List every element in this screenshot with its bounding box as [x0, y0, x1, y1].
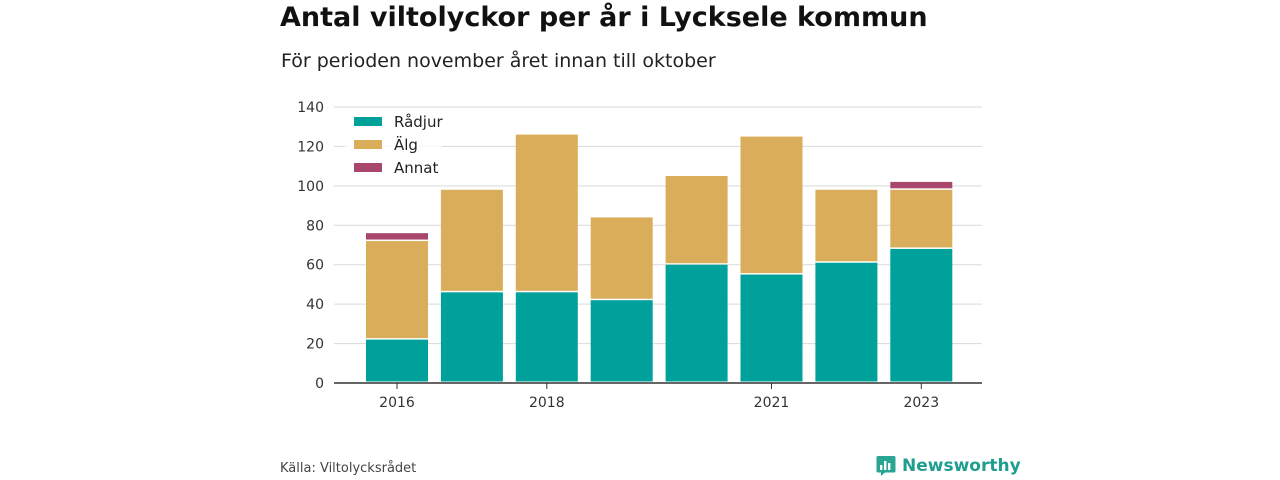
legend-label: Annat [394, 159, 438, 177]
chart-bubble-icon [876, 456, 896, 476]
y-tick-label: 40 [306, 297, 324, 313]
legend-swatch [354, 140, 382, 149]
y-tick-label: 60 [306, 258, 324, 274]
bar-segment-älg [590, 217, 653, 299]
bar-segment-annat [366, 233, 428, 240]
legend-label: Älg [394, 135, 418, 154]
bars [366, 134, 953, 382]
y-tick-label: 20 [306, 337, 324, 353]
chart-subtitle: För perioden november året innan till ok… [281, 50, 716, 72]
stacked-bar-chart: 0 20 40 60 80 100 120 140 2016 2018 2021 2023 Rådj… [297, 100, 982, 411]
x-tick-label: 2018 [529, 395, 565, 411]
bar-segment-annat [890, 181, 953, 189]
y-tick-label: 120 [297, 139, 324, 155]
bar-segment-älg [366, 241, 428, 339]
bar-segment-rådjur [366, 339, 428, 382]
y-tick-label: 100 [297, 179, 324, 195]
bar-segment-älg [665, 176, 728, 264]
brand-name: Newsworthy [902, 456, 1021, 476]
bar-segment-rådjur [590, 300, 653, 382]
legend-swatch [354, 163, 382, 172]
source-note: Källa: Viltolycksrådet [280, 461, 417, 476]
x-tick-label: 2021 [754, 395, 790, 411]
x-tick-label: 2016 [379, 395, 415, 411]
bar-segment-älg [440, 189, 503, 291]
bar-segment-älg [890, 189, 953, 248]
bar-segment-rådjur [440, 292, 503, 382]
y-tick-label: 140 [297, 100, 324, 116]
y-axis-ticks: 0 20 40 60 80 100 120 140 [297, 100, 324, 392]
legend: Rådjur Älg Annat [345, 109, 443, 181]
chart-title: Antal viltolyckor per år i Lycksele komm… [280, 2, 928, 33]
bar-segment-älg [740, 136, 803, 274]
legend-label: Rådjur [394, 113, 443, 131]
bar-segment-älg [515, 134, 578, 291]
y-tick-label: 80 [306, 218, 324, 234]
bar-segment-rådjur [815, 262, 878, 382]
bar-segment-rådjur [740, 274, 803, 382]
bar-segment-rådjur [890, 248, 953, 382]
x-axis: 2016 2018 2021 2023 [334, 382, 982, 411]
y-tick-label: 0 [315, 376, 324, 392]
brand-logo: Newsworthy [876, 455, 1021, 477]
bar-segment-rådjur [665, 264, 728, 382]
bar-segment-rådjur [515, 292, 578, 382]
bar-segment-älg [815, 189, 878, 262]
x-tick-label: 2023 [903, 395, 939, 411]
legend-swatch [354, 117, 382, 126]
